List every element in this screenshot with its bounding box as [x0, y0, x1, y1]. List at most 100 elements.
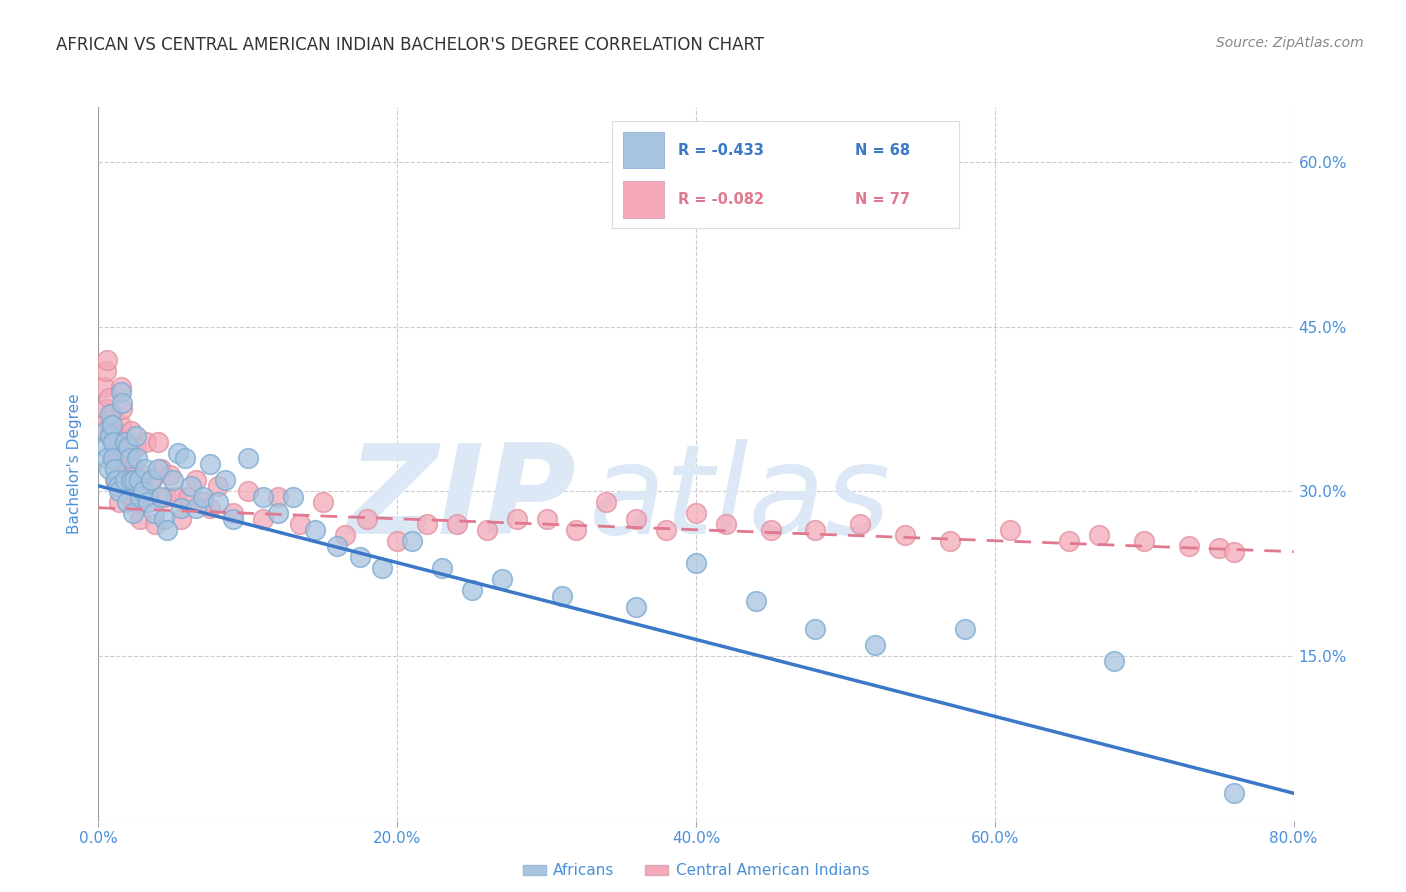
- Point: [565, 523, 588, 537]
- Point: [127, 451, 149, 466]
- Point: [655, 523, 678, 537]
- Point: [385, 533, 409, 548]
- Point: [169, 512, 191, 526]
- Point: [1133, 533, 1156, 548]
- Text: AFRICAN VS CENTRAL AMERICAN INDIAN BACHELOR'S DEGREE CORRELATION CHART: AFRICAN VS CENTRAL AMERICAN INDIAN BACHE…: [56, 36, 765, 54]
- Point: [93, 380, 115, 394]
- Point: [110, 418, 132, 433]
- Point: [159, 467, 181, 482]
- Point: [214, 473, 236, 487]
- Point: [128, 473, 150, 487]
- Point: [94, 363, 117, 377]
- Point: [333, 528, 356, 542]
- Point: [267, 490, 290, 504]
- Point: [94, 401, 117, 416]
- Point: [103, 434, 125, 449]
- Point: [111, 396, 134, 410]
- Point: [138, 490, 160, 504]
- Point: [685, 556, 707, 570]
- Point: [550, 589, 572, 603]
- Point: [120, 424, 142, 438]
- Point: [236, 484, 259, 499]
- Point: [101, 418, 124, 433]
- Text: Source: ZipAtlas.com: Source: ZipAtlas.com: [1216, 36, 1364, 50]
- Point: [349, 550, 371, 565]
- Point: [115, 495, 138, 509]
- Text: ZIP: ZIP: [347, 439, 576, 560]
- Point: [139, 473, 162, 487]
- Point: [150, 462, 173, 476]
- Point: [191, 495, 214, 509]
- Point: [155, 490, 177, 504]
- Point: [114, 434, 136, 449]
- Text: atlas: atlas: [588, 439, 890, 560]
- Point: [134, 462, 156, 476]
- Point: [626, 512, 648, 526]
- Point: [132, 467, 155, 482]
- Point: [356, 512, 378, 526]
- Point: [174, 451, 197, 466]
- Point: [114, 434, 136, 449]
- Point: [849, 517, 872, 532]
- Point: [104, 473, 127, 487]
- Point: [177, 490, 200, 504]
- Point: [1208, 541, 1230, 556]
- Point: [97, 391, 120, 405]
- Point: [124, 473, 146, 487]
- Point: [96, 451, 118, 466]
- Point: [136, 495, 159, 509]
- Point: [105, 429, 128, 443]
- Point: [117, 451, 139, 466]
- Point: [326, 539, 349, 553]
- Point: [267, 506, 290, 520]
- Point: [110, 380, 132, 394]
- Point: [191, 490, 214, 504]
- Point: [475, 523, 498, 537]
- Legend: Africans, Central American Indians: Africans, Central American Indians: [516, 857, 876, 884]
- Point: [1223, 544, 1246, 558]
- Point: [107, 457, 129, 471]
- Point: [998, 523, 1021, 537]
- Point: [118, 451, 141, 466]
- Point: [143, 517, 166, 532]
- Point: [222, 512, 245, 526]
- Point: [121, 506, 143, 520]
- Point: [132, 484, 155, 499]
- Point: [311, 495, 333, 509]
- Point: [121, 462, 143, 476]
- Point: [156, 523, 179, 537]
- Point: [745, 594, 768, 608]
- Point: [953, 622, 976, 636]
- Point: [125, 429, 148, 443]
- Point: [100, 418, 122, 433]
- Y-axis label: Bachelor's Degree: Bachelor's Degree: [67, 393, 83, 534]
- Point: [430, 561, 453, 575]
- Point: [200, 500, 222, 515]
- Point: [97, 462, 120, 476]
- Point: [91, 418, 114, 433]
- Point: [1104, 655, 1126, 669]
- Point: [236, 451, 259, 466]
- Point: [94, 441, 117, 455]
- Point: [112, 462, 135, 476]
- Point: [894, 528, 917, 542]
- Point: [127, 473, 149, 487]
- Point: [118, 490, 141, 504]
- Point: [141, 473, 163, 487]
- Point: [371, 561, 394, 575]
- Point: [304, 523, 326, 537]
- Point: [166, 446, 188, 460]
- Point: [184, 500, 207, 515]
- Point: [252, 490, 274, 504]
- Point: [491, 572, 513, 586]
- Point: [103, 434, 125, 449]
- Point: [461, 583, 484, 598]
- Point: [1088, 528, 1111, 542]
- Point: [107, 479, 129, 493]
- Point: [117, 441, 139, 455]
- Point: [685, 506, 707, 520]
- Point: [1223, 786, 1246, 800]
- Point: [184, 473, 207, 487]
- Point: [129, 512, 152, 526]
- Point: [108, 484, 131, 499]
